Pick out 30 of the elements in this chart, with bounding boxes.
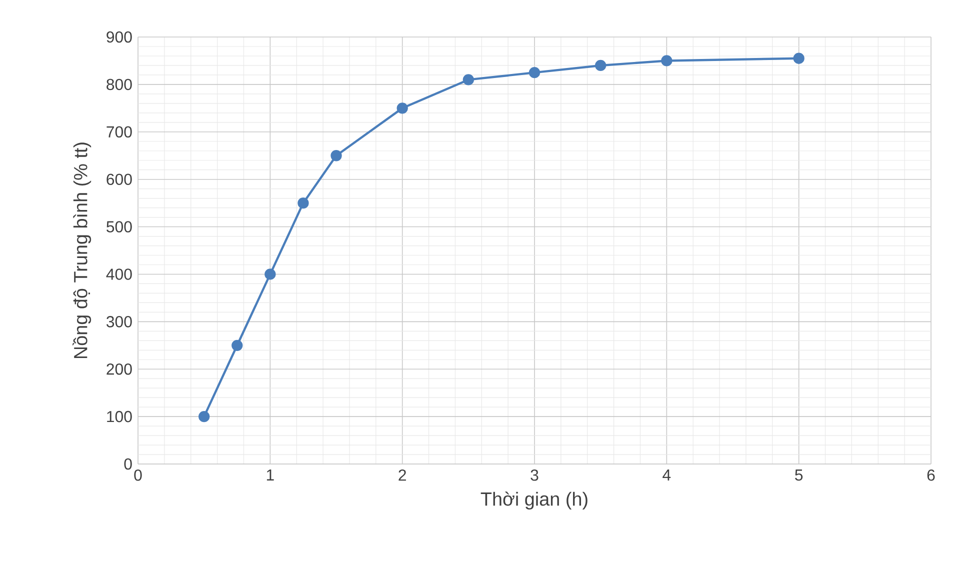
- point: [793, 52, 804, 64]
- point: [330, 150, 342, 162]
- x-tick-label: 0: [134, 470, 142, 481]
- x-tick-label: 3: [530, 470, 538, 481]
- y-tick-label: 500: [106, 221, 132, 232]
- x-tick-label: 5: [795, 470, 803, 481]
- y-tick-label: 700: [106, 126, 132, 138]
- y-tick-label: 400: [106, 268, 132, 280]
- point: [462, 74, 474, 86]
- point: [298, 197, 309, 209]
- x-tick-label: 2: [398, 470, 406, 481]
- y-tick-label: 300: [106, 316, 132, 328]
- point: [264, 268, 276, 280]
- y-tick-label: 600: [106, 174, 132, 185]
- x-tick-label: 4: [662, 470, 671, 480]
- point: [232, 340, 243, 351]
- point: [198, 410, 210, 422]
- point: [595, 60, 606, 72]
- y-tick-label: 100: [107, 410, 132, 422]
- point: [396, 102, 408, 114]
- y-tick-label: 0: [124, 458, 132, 470]
- x-axis-title: Thời gian (h): [480, 492, 588, 510]
- y-axis-title: Nồng độ Trung bình (% tt): [72, 142, 92, 358]
- x-tick-label: 6: [927, 470, 935, 481]
- y-tick-label: 200: [106, 363, 132, 375]
- y-tick-label: 800: [106, 78, 132, 90]
- x-tick-label: 1: [266, 470, 274, 480]
- point: [661, 55, 672, 66]
- y-tick-label: 900: [106, 31, 132, 43]
- point: [528, 67, 540, 78]
